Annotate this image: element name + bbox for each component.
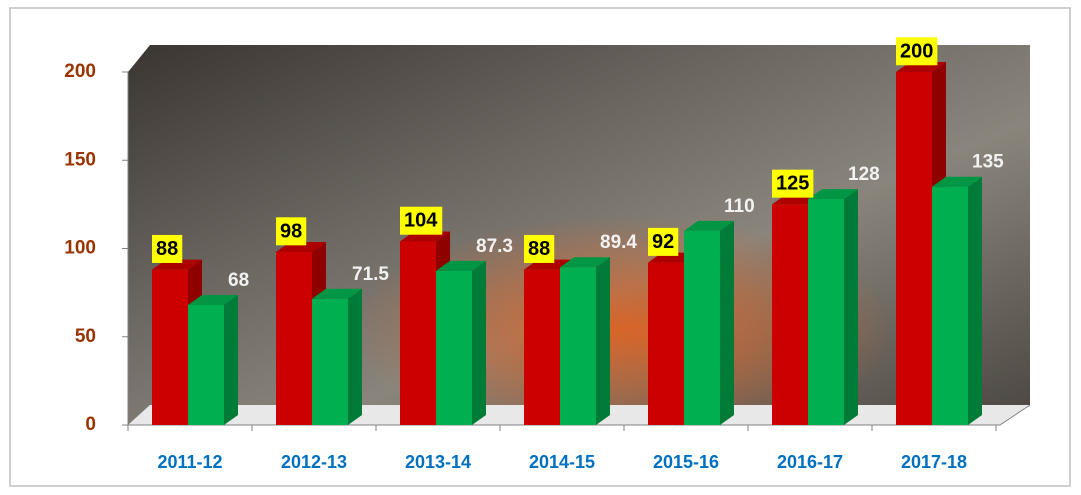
value-label-box [400, 206, 443, 235]
x-tick-label: 2015-16 [653, 452, 719, 472]
bar-side [348, 288, 362, 425]
value-label: 135 [972, 152, 1004, 173]
value-label: 125 [776, 173, 809, 195]
bar-front [772, 204, 808, 425]
bar [188, 294, 238, 425]
bar [560, 257, 610, 425]
x-tick-label: 2016-17 [777, 452, 843, 472]
value-label: 98 [280, 220, 302, 242]
bar-front [276, 252, 312, 425]
bar-front [560, 267, 596, 425]
x-tick-label: 2011-12 [157, 452, 222, 472]
value-label: 92 [652, 231, 674, 253]
bar-top [312, 288, 362, 299]
value-label: 88 [156, 238, 178, 260]
y-tick-label: 100 [64, 238, 96, 259]
x-tick-label: 2013-14 [405, 452, 471, 472]
floor-edge [999, 404, 1031, 426]
value-label-box [896, 37, 938, 66]
value-label-box [648, 227, 679, 256]
bar-front [436, 270, 472, 425]
value-label: 110 [724, 196, 755, 217]
bar-side [968, 176, 982, 425]
bar-side [844, 189, 858, 425]
bar-side [720, 220, 734, 425]
bar-front [808, 199, 844, 425]
y-tick-label: 0 [85, 414, 96, 435]
value-label: 128 [848, 164, 880, 185]
bar-top [188, 294, 238, 305]
bar-front [932, 186, 968, 425]
bar [684, 220, 734, 425]
value-label: 71.5 [352, 264, 389, 285]
bar-side [596, 257, 610, 425]
x-tick-label: 2014-15 [529, 452, 595, 472]
x-tick-label: 2012-13 [281, 452, 347, 472]
x-tick-label: 2017-18 [901, 452, 967, 472]
bar [808, 189, 858, 425]
y-tick-label: 50 [75, 326, 96, 347]
value-label-box [152, 234, 183, 263]
value-label: 200 [900, 40, 933, 62]
bar-top [560, 257, 610, 268]
y-tick-label: 150 [64, 149, 96, 170]
bar-front [152, 269, 188, 425]
bar-front [896, 72, 932, 425]
bar-top [808, 189, 858, 200]
bar-top [436, 260, 486, 271]
bar-side [224, 294, 238, 425]
bar-front [188, 304, 224, 425]
bar-top [684, 220, 734, 231]
bar-front [648, 262, 684, 425]
value-label-box [524, 234, 555, 263]
bar [312, 288, 362, 425]
value-label: 68 [228, 270, 249, 291]
bar-front [524, 269, 560, 425]
value-label: 89.4 [600, 232, 637, 253]
value-label-box [772, 169, 814, 198]
bar-front [684, 230, 720, 425]
bar-side [472, 260, 486, 425]
value-label: 104 [404, 210, 438, 232]
bar [436, 260, 486, 425]
value-label: 87.3 [476, 236, 513, 257]
bar-top [932, 176, 982, 187]
value-label: 88 [528, 238, 550, 260]
value-label-box [276, 217, 307, 246]
bar-front [400, 241, 436, 425]
y-tick-label: 200 [64, 61, 96, 82]
bar [932, 176, 982, 425]
bar-front [312, 298, 348, 425]
